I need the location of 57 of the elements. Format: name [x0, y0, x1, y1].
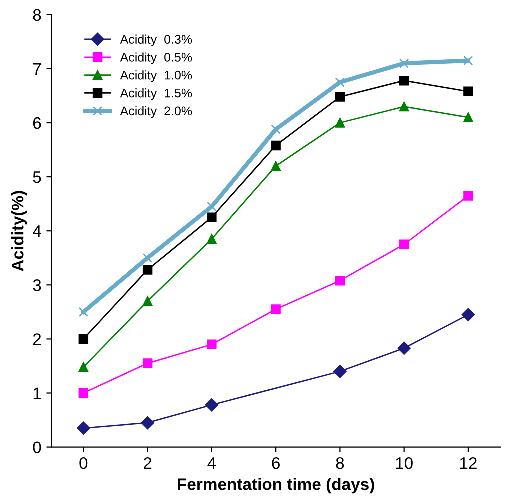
x-tick-label: 8 — [336, 457, 344, 470]
y-tick-label: 0 — [33, 442, 42, 454]
y-tick-label: 5 — [33, 172, 42, 184]
x-axis-title: Fermentation time (days) — [178, 478, 374, 494]
legend-label: Acidity 1.5% — [120, 88, 192, 100]
point — [205, 398, 219, 412]
point — [207, 234, 217, 244]
point — [399, 102, 410, 112]
point — [271, 140, 281, 151]
y-tick-label: 7 — [33, 64, 42, 75]
point — [142, 253, 153, 263]
x-tick-label: 0 — [80, 457, 88, 470]
point — [398, 342, 411, 355]
x-tick-label: 10 — [396, 457, 413, 470]
point — [335, 276, 346, 286]
point — [78, 388, 89, 398]
point — [464, 86, 474, 97]
legend-label: Acidity 2.0% — [120, 106, 192, 118]
point — [335, 92, 346, 102]
y-tick-label: 6 — [33, 117, 42, 130]
point — [78, 334, 89, 344]
point — [77, 422, 90, 435]
y-tick-label: 3 — [33, 280, 42, 292]
x-tick-label: 12 — [460, 457, 477, 470]
x-tick-label: 4 — [208, 458, 216, 470]
point — [399, 240, 410, 250]
point — [399, 58, 410, 68]
point — [78, 362, 89, 372]
point — [464, 191, 474, 201]
point — [462, 308, 476, 322]
legend-label: Acidity 0.5% — [120, 52, 192, 64]
y-tick-label: 4 — [32, 226, 42, 238]
y-tick-label: 8 — [33, 9, 42, 22]
point — [335, 78, 346, 88]
x-tick-label: 2 — [144, 457, 152, 470]
point — [207, 212, 217, 222]
y-tick-label: 1 — [34, 388, 42, 400]
point — [335, 118, 346, 128]
point — [464, 56, 474, 66]
point — [334, 365, 347, 378]
x-tick-label: 6 — [272, 457, 280, 470]
legend-label: Acidity 1.0% — [120, 70, 192, 82]
point — [78, 307, 89, 318]
point — [207, 202, 217, 212]
legend-label: Acidity 0.3% — [120, 34, 192, 46]
point — [271, 161, 281, 172]
point — [207, 340, 217, 350]
y-tick-label: 2 — [33, 334, 42, 346]
point — [142, 265, 153, 275]
point — [142, 296, 153, 306]
point — [271, 304, 281, 314]
point — [464, 112, 474, 122]
point — [271, 124, 281, 134]
point — [141, 416, 154, 430]
point — [399, 76, 410, 86]
y-axis-title: Acidity(%) — [12, 191, 28, 272]
point — [142, 358, 153, 368]
